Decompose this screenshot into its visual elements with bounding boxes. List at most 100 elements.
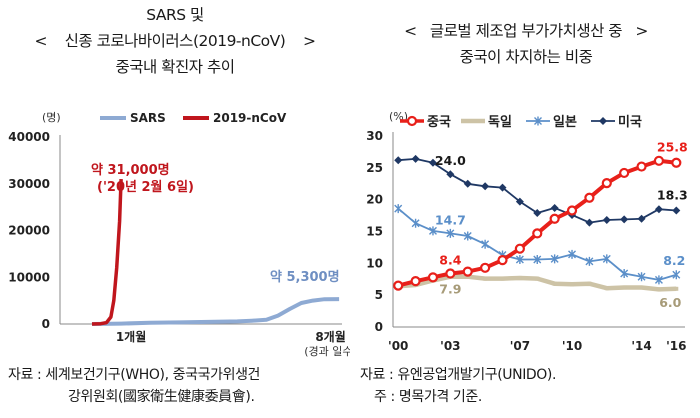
- right-point-china: [636, 161, 647, 172]
- right-point-usa: [672, 206, 681, 215]
- right-y-tick-label: 20: [366, 193, 383, 207]
- right-point-germany: [674, 286, 679, 291]
- right-point-germany: [587, 281, 592, 286]
- left-annotation-ncov-value: 약 31,000명: [91, 162, 170, 178]
- left-y-tick-label: 40000: [8, 130, 50, 144]
- right-point-japan: [550, 254, 559, 264]
- left-y-unit-label: (명): [42, 111, 61, 124]
- right-point-usa: [446, 170, 455, 179]
- right-point-germany: [517, 275, 522, 280]
- right-legend-marker-usa: [599, 117, 607, 125]
- right-point-china: [445, 268, 456, 279]
- right-x-tick-label: '07: [510, 339, 530, 353]
- right-point-usa: [550, 203, 559, 212]
- right-x-tick-label: '16: [666, 339, 686, 353]
- right-point-china: [653, 155, 665, 166]
- left-chart-svg: 0 10000 20000 30000 40000 (명) SARS 2019-nCoV 1개월…: [8, 111, 350, 358]
- right-y-tick-label: 5: [375, 288, 383, 302]
- right-point-japan: [533, 255, 542, 265]
- right-data-label: 14.7: [435, 212, 466, 227]
- right-source: 자료 : 유엔공업개발기구(UNIDO). 주 : 명목가격 기준.: [360, 364, 556, 408]
- left-x-tick-label: 1개월: [116, 329, 146, 344]
- right-point-usa: [602, 216, 611, 225]
- right-y-tick-label: 0: [375, 320, 383, 334]
- left-annotation-ncov-date: ('20년 2월 6일): [97, 179, 194, 195]
- right-legend-marker-germany: [471, 119, 475, 123]
- right-data-label: 18.3: [657, 187, 688, 202]
- left-annotation-sars-value: 약 5,300명: [270, 269, 340, 285]
- right-point-germany: [639, 285, 644, 290]
- left-title-line1: SARS 및: [146, 6, 204, 24]
- right-point-usa: [481, 182, 490, 191]
- right-point-japan: [481, 239, 490, 249]
- right-point-japan: [672, 270, 681, 280]
- left-series-line-ncov: [91, 179, 123, 326]
- right-point-japan: [446, 228, 455, 238]
- right-x-tick-label: '10: [562, 339, 582, 353]
- right-point-germany: [552, 281, 557, 286]
- right-title-line1: < 글로벌 제조업 부가가치생산 중 >: [352, 18, 700, 44]
- right-point-japan: [637, 272, 646, 282]
- right-point-china: [584, 192, 595, 203]
- right-point-usa: [637, 214, 646, 223]
- right-point-china: [549, 213, 560, 224]
- right-point-china: [619, 167, 630, 179]
- right-point-china: [671, 157, 682, 168]
- right-legend-label-china: 중국: [427, 115, 451, 130]
- right-title-bracket-close: >: [635, 22, 648, 40]
- right-point-japan: [411, 218, 420, 228]
- right-title-line2: 중국이 차지하는 비중: [459, 48, 593, 66]
- right-point-usa: [394, 156, 403, 165]
- right-point-germany: [604, 286, 609, 291]
- right-source-line2: 주 : 명목가격 기준.: [374, 389, 482, 405]
- right-data-label: 8.4: [439, 253, 461, 268]
- right-point-usa: [411, 154, 420, 163]
- left-legend-label-ncov: 2019-nCoV: [213, 111, 287, 125]
- right-data-label: 7.9: [439, 282, 461, 297]
- left-chart-title: SARS 및 < 신종 코로나바이러스(2019-nCoV) > 중국내 확진자…: [0, 2, 350, 80]
- right-legend-marker-japan: [534, 116, 542, 126]
- right-point-usa: [498, 183, 507, 192]
- left-source-line1: 자료 : 세계보건기구(WHO), 중국국가위생건: [8, 367, 261, 383]
- right-point-china: [497, 255, 508, 266]
- right-point-japan: [620, 269, 629, 279]
- right-point-japan: [654, 275, 663, 285]
- right-title-bracket-open: <: [404, 22, 417, 40]
- left-y-tick-label: 30000: [8, 177, 50, 191]
- left-y-tick-label: 10000: [8, 270, 50, 284]
- right-point-japan: [428, 226, 437, 236]
- right-point-usa: [428, 158, 437, 167]
- right-point-china: [393, 280, 404, 291]
- left-y-tick-label: 20000: [8, 224, 50, 238]
- right-title-line1-text: 글로벌 제조업 부가가치생산 중: [429, 22, 623, 40]
- left-legend-label-sars: SARS: [130, 111, 166, 125]
- right-source-line1: 자료 : 유엔공업개발기구(UNIDO).: [360, 367, 557, 383]
- right-legend-label-usa: 미국: [618, 114, 642, 130]
- right-point-china: [601, 178, 612, 189]
- right-y-tick-label: 25: [366, 161, 383, 175]
- right-point-japan: [585, 256, 594, 266]
- right-data-label: 25.8: [657, 140, 688, 155]
- right-point-germany: [570, 282, 575, 287]
- left-title-line3: 중국내 확진자 추이: [115, 58, 235, 76]
- right-point-china: [566, 205, 578, 216]
- right-point-usa: [463, 179, 472, 188]
- right-data-label: 24.0: [435, 153, 466, 168]
- left-title-bracket-close: >: [303, 32, 316, 50]
- left-series-line-sars: [91, 297, 340, 326]
- right-point-germany: [500, 276, 505, 281]
- right-point-china: [410, 276, 421, 287]
- right-point-japan: [602, 254, 611, 264]
- right-x-tick-label: '14: [631, 339, 651, 353]
- right-y-tick-label: 30: [366, 129, 383, 143]
- right-point-germany: [535, 276, 540, 281]
- right-chart-title: < 글로벌 제조업 부가가치생산 중 > 중국이 차지하는 비중: [352, 18, 700, 70]
- right-point-usa: [620, 215, 629, 224]
- right-point-japan: [463, 231, 472, 241]
- right-point-china: [462, 266, 473, 277]
- right-point-japan: [515, 255, 524, 265]
- left-source-line2: 강위원회(國家衛生健康委員會).: [68, 389, 255, 405]
- left-title-line2: < 신종 코로나바이러스(2019-nCoV) >: [0, 28, 350, 54]
- right-point-china: [514, 243, 525, 254]
- left-title-bracket-open: <: [34, 32, 47, 50]
